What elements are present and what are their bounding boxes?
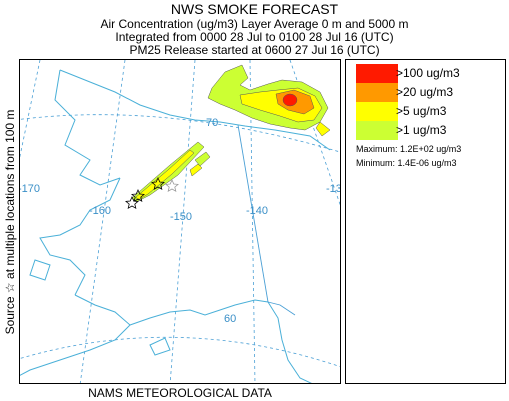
source-side-label: Source ☆ at multiple locations from 100 … (2, 109, 17, 334)
latitude-70-line (20, 114, 340, 153)
panhandle-border (267, 301, 296, 316)
legend-row: >20 ug/m3 (356, 83, 506, 102)
subtitle-integration: Integrated from 0000 28 Jul to 0100 28 J… (115, 30, 394, 44)
panhandle-coast (267, 301, 312, 383)
legend-row: >5 ug/m3 (356, 102, 506, 121)
subtitle-concentration: Air Concentration (ug/m3) Layer Average … (100, 17, 409, 31)
source-star-icon (131, 189, 145, 203)
lon-label-170: -170 (20, 183, 40, 195)
source-side-label-wrap: Source ☆ at multiple locations from 100 … (0, 59, 19, 384)
smoke-plume-northeast (207, 64, 331, 137)
plume-ne-patch (315, 121, 331, 137)
lat-label-60: 60 (224, 313, 236, 325)
map-panel: -170 -160 -150 -140 -130 70 60 (19, 59, 341, 384)
plume-ne-100ug (282, 93, 298, 107)
smoke-plume-southwest (131, 141, 211, 203)
source-star-icon (125, 196, 139, 210)
legend-row: >100 ug/m3 (356, 64, 506, 83)
nunivak-island (29, 259, 51, 281)
legend-swatch-1 (356, 121, 398, 140)
lon-label-160: -160 (89, 205, 111, 217)
legend-label: >5 ug/m3 (396, 104, 447, 118)
legend-label: >20 ug/m3 (396, 85, 454, 99)
legend-swatch-20 (356, 83, 398, 102)
longitude-160-line (79, 60, 126, 383)
arctic-coast (59, 69, 331, 151)
lat-label-70: 70 (206, 117, 218, 129)
alaska-coastline (20, 69, 331, 383)
subtitle-release: PM25 Release started at 0600 27 Jul 16 (… (129, 43, 380, 57)
legend-swatch-5 (356, 102, 398, 121)
kodiak-island (149, 337, 171, 356)
gulf-of-alaska-coast (129, 299, 269, 326)
legend-swatch-100 (356, 64, 398, 83)
lon-label-140: -140 (246, 205, 268, 217)
plume-sw-patch-2 (189, 163, 203, 177)
lon-label-150: -150 (170, 211, 192, 223)
legend-panel: >100 ug/m3 >20 ug/m3 >5 ug/m3 >1 ug/m3 M… (345, 59, 506, 384)
source-markers (125, 177, 179, 210)
west-coast (39, 177, 121, 296)
lon-label-130: -130 (326, 183, 341, 195)
map-canvas: -170 -160 -150 -140 -130 70 60 (20, 60, 341, 383)
legend-row: >1 ug/m3 (356, 121, 506, 140)
longitude-150-line (169, 60, 196, 383)
met-data-label: NAMS METEOROLOGICAL DATA (88, 386, 272, 400)
canada-border (237, 124, 269, 303)
page-title: NWS SMOKE FORECAST (170, 1, 339, 17)
legend-label: >100 ug/m3 (396, 66, 460, 80)
legend-minimum: Minimum: 1.4E-06 ug/m3 (356, 158, 457, 168)
plume-sw-5ug (135, 149, 195, 201)
northwest-coast (54, 69, 121, 186)
legend-maximum: Maximum: 1.2E+02 ug/m3 (356, 144, 462, 154)
source-star-icon (151, 177, 165, 191)
alaska-peninsula (20, 294, 131, 376)
source-star-icon (165, 179, 179, 193)
graticule (20, 60, 340, 383)
legend-label: >1 ug/m3 (396, 123, 447, 137)
longitude-170-line (20, 60, 41, 158)
latitude-60-line (20, 336, 340, 368)
